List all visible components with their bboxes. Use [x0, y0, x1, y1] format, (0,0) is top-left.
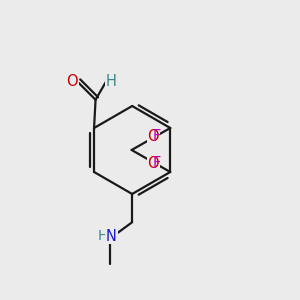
Text: O: O — [148, 156, 159, 171]
Text: H: H — [106, 74, 117, 89]
Text: H: H — [97, 229, 108, 243]
Text: F: F — [153, 129, 161, 144]
Text: F: F — [153, 156, 161, 171]
Text: O: O — [148, 129, 159, 144]
Text: O: O — [67, 74, 78, 89]
Text: N: N — [106, 229, 117, 244]
